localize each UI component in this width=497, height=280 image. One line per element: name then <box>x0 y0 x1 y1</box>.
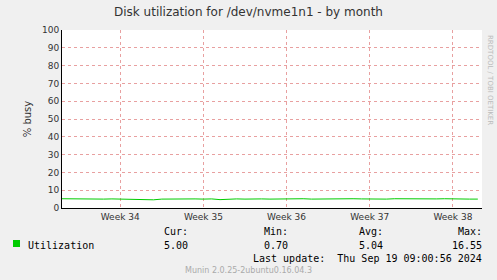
svg-text:Utilization: Utilization <box>28 240 94 251</box>
svg-text:60: 60 <box>48 96 60 106</box>
svg-text:Week 34: Week 34 <box>101 212 140 222</box>
svg-text:Disk utilization for /dev/nvme: Disk utilization for /dev/nvme1n1 - by m… <box>114 5 383 19</box>
svg-text:50: 50 <box>48 114 60 124</box>
svg-text:Munin 2.0.25-2ubuntu0.16.04.3: Munin 2.0.25-2ubuntu0.16.04.3 <box>185 266 312 275</box>
svg-text:Cur:: Cur: <box>164 226 188 237</box>
svg-text:Last update: Thu Sep 19 09:00: Last update: Thu Sep 19 09:00:56 2024 <box>253 253 482 264</box>
svg-text:Week 35: Week 35 <box>184 212 223 222</box>
svg-text:Week 38: Week 38 <box>433 212 472 222</box>
svg-text:5.04: 5.04 <box>359 240 383 251</box>
svg-text:Avg:: Avg: <box>359 226 383 237</box>
svg-text:16.55: 16.55 <box>452 240 482 251</box>
svg-text:% busy: % busy <box>22 101 33 138</box>
svg-text:0: 0 <box>53 203 59 213</box>
svg-text:0.70: 0.70 <box>264 240 288 251</box>
svg-text:Min:: Min: <box>264 226 288 237</box>
svg-text:5.00: 5.00 <box>164 240 188 251</box>
svg-text:70: 70 <box>48 79 60 89</box>
svg-text:90: 90 <box>48 43 60 53</box>
svg-text:30: 30 <box>48 150 60 160</box>
svg-text:RRDTOOL / TOBI OETIKER: RRDTOOL / TOBI OETIKER <box>486 35 494 125</box>
svg-text:40: 40 <box>48 132 60 142</box>
svg-text:10: 10 <box>48 185 60 195</box>
svg-text:Week 37: Week 37 <box>350 212 389 222</box>
svg-text:20: 20 <box>48 168 60 178</box>
svg-text:Week 36: Week 36 <box>267 212 306 222</box>
svg-text:Max:: Max: <box>458 226 482 237</box>
svg-text:100: 100 <box>42 25 59 35</box>
svg-text:80: 80 <box>48 61 60 71</box>
